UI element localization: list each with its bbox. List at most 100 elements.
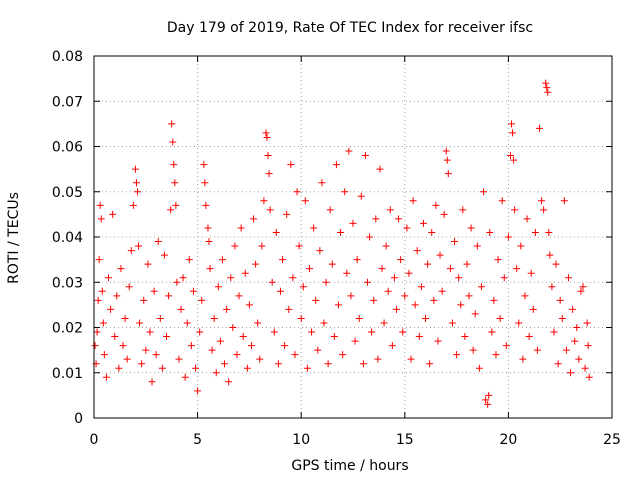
data-point: [380, 319, 388, 327]
data-point: [370, 296, 378, 304]
data-point: [583, 319, 591, 327]
data-point: [573, 324, 581, 331]
data-point: [100, 351, 108, 359]
data-point: [453, 351, 461, 359]
data-point: [324, 360, 332, 368]
data-point: [96, 201, 104, 209]
data-point: [544, 88, 552, 96]
data-point: [543, 84, 551, 92]
data-point: [584, 342, 592, 350]
data-point: [407, 355, 415, 363]
data-point: [131, 165, 139, 173]
data-point: [527, 269, 535, 277]
data-point: [494, 256, 502, 264]
data-point: [165, 292, 173, 300]
data-point: [397, 256, 405, 264]
data-point: [196, 328, 204, 336]
data-point: [189, 287, 197, 295]
data-point: [432, 201, 440, 209]
data-point: [498, 197, 506, 205]
x-tick-label: 5: [193, 432, 202, 448]
data-point: [399, 328, 407, 336]
data-point: [97, 215, 105, 223]
data-point: [529, 305, 537, 313]
data-point: [173, 278, 181, 286]
data-point: [305, 265, 313, 273]
data-point: [210, 314, 218, 322]
data-point: [506, 152, 514, 160]
data-point: [265, 170, 273, 178]
data-point: [227, 274, 235, 282]
data-point: [266, 206, 274, 214]
data-point: [556, 296, 564, 304]
data-point: [194, 387, 202, 395]
data-point: [301, 197, 309, 205]
data-point: [471, 310, 479, 318]
data-point: [258, 242, 266, 250]
y-tick-label: 0.07: [52, 94, 83, 110]
data-point: [413, 247, 421, 255]
data-point: [132, 179, 140, 187]
data-point: [170, 161, 178, 169]
data-point: [475, 364, 483, 372]
data-point: [187, 342, 195, 350]
data-point: [231, 242, 239, 250]
x-tick-labels: 0 5 10 15 20 25: [90, 432, 621, 448]
data-point: [467, 224, 475, 232]
data-point: [438, 287, 446, 295]
data-point: [148, 378, 156, 386]
data-point: [218, 256, 226, 264]
data-point: [569, 305, 577, 313]
y-tick-label: 0.08: [52, 49, 83, 65]
data-point: [221, 360, 229, 368]
y-tick-label: 0.06: [52, 140, 83, 156]
data-point: [488, 328, 496, 336]
data-point: [585, 373, 593, 381]
data-point: [571, 337, 579, 345]
data-point: [243, 364, 251, 372]
data-point: [401, 292, 409, 300]
data-point: [105, 274, 113, 282]
data-point: [390, 274, 398, 282]
data-point: [332, 161, 340, 169]
data-point: [146, 328, 154, 336]
data-point: [575, 355, 583, 363]
data-point: [121, 314, 129, 322]
data-point: [455, 274, 463, 282]
data-point: [337, 228, 345, 236]
data-point: [263, 133, 271, 141]
data-point: [262, 129, 270, 137]
data-point: [316, 247, 324, 255]
data-point: [482, 396, 490, 404]
data-point: [295, 242, 303, 250]
y-tick-label: 0.03: [52, 275, 83, 291]
data-point: [158, 364, 166, 372]
data-point: [245, 301, 253, 309]
data-point: [562, 346, 570, 354]
grid-lines: [94, 56, 612, 418]
data-point: [364, 278, 372, 286]
data-point: [264, 152, 272, 160]
data-point: [577, 287, 585, 295]
data-point: [459, 206, 467, 214]
data-point: [318, 179, 326, 187]
data-point: [183, 319, 191, 327]
data-marks: [91, 79, 593, 408]
data-point: [308, 328, 316, 336]
x-axis-label: GPS time / hours: [291, 458, 408, 474]
data-point: [95, 256, 103, 264]
data-point: [496, 314, 504, 322]
data-point: [378, 265, 386, 273]
data-point: [469, 346, 477, 354]
data-point: [480, 188, 488, 196]
data-point: [254, 319, 262, 327]
data-point: [374, 355, 382, 363]
data-point: [434, 337, 442, 345]
data-point: [411, 301, 419, 309]
data-point: [204, 224, 212, 232]
y-tick-label: 0.01: [52, 366, 83, 382]
data-point: [430, 296, 438, 304]
data-point: [93, 328, 101, 336]
data-point: [554, 360, 562, 368]
data-point: [376, 165, 384, 173]
